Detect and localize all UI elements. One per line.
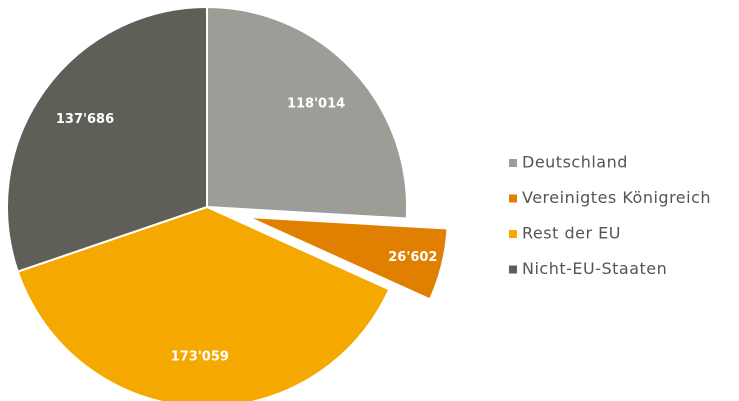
pie-slice — [206, 5, 408, 220]
value-label: 173'059 — [171, 349, 229, 364]
value-label: 118'014 — [287, 97, 345, 112]
legend-swatch — [509, 159, 517, 167]
legend-swatch — [509, 194, 517, 203]
value-label: 137'686 — [56, 112, 114, 127]
pie-slice — [6, 5, 208, 273]
legend-label: Nicht-EU-Staaten — [522, 259, 667, 278]
legend-swatch — [509, 230, 517, 238]
legend-label: Deutschland — [522, 153, 628, 172]
legend-label: Rest der EU — [522, 224, 621, 243]
legend-swatch — [509, 265, 517, 274]
value-label: 26'602 — [388, 250, 437, 265]
pie-slice — [16, 205, 391, 401]
legend-label: Vereinigtes Königreich — [522, 188, 711, 207]
pie-slice — [247, 216, 449, 301]
